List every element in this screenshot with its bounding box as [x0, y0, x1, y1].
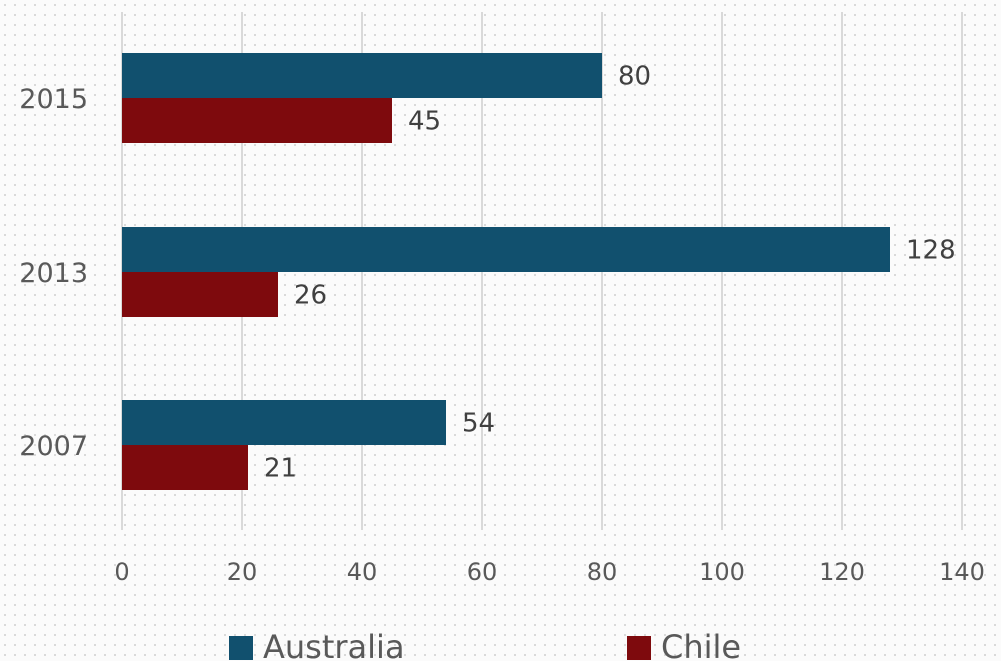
legend: Australia Chile — [229, 628, 741, 661]
x-axis: 0 20 40 60 80 100 120 140 — [114, 558, 985, 586]
y-category-label: 2007 — [19, 431, 88, 462]
y-category-label: 2013 — [19, 258, 88, 289]
x-tick-label: 40 — [347, 558, 378, 586]
x-tick-label: 100 — [699, 558, 745, 586]
data-label-australia-2015: 80 — [618, 62, 651, 92]
data-labels: 80 45 128 26 54 21 — [264, 62, 956, 484]
x-tick-label: 60 — [467, 558, 498, 586]
y-axis: 2015 2013 2007 — [19, 84, 88, 462]
bar-australia-2015 — [122, 53, 602, 98]
legend-swatch-chile — [627, 636, 651, 660]
x-tick-label: 80 — [587, 558, 618, 586]
x-tick-label: 120 — [819, 558, 865, 586]
legend-label-chile: Chile — [661, 628, 741, 661]
data-label-chile-2007: 21 — [264, 454, 297, 484]
x-tick-label: 0 — [114, 558, 129, 586]
x-tick-label: 140 — [939, 558, 985, 586]
bar-chile-2015 — [122, 98, 392, 143]
data-label-australia-2013: 128 — [906, 236, 956, 266]
legend-swatch-australia — [229, 636, 253, 660]
y-category-label: 2015 — [19, 84, 88, 115]
bars — [122, 53, 890, 490]
data-label-australia-2007: 54 — [462, 409, 495, 439]
data-label-chile-2015: 45 — [408, 107, 441, 137]
x-tick-label: 20 — [227, 558, 258, 586]
bar-australia-2013 — [122, 227, 890, 272]
bar-chile-2007 — [122, 445, 248, 490]
legend-label-australia: Australia — [263, 628, 405, 661]
data-label-chile-2013: 26 — [294, 281, 327, 311]
bar-chile-2013 — [122, 272, 278, 317]
bar-australia-2007 — [122, 400, 446, 445]
